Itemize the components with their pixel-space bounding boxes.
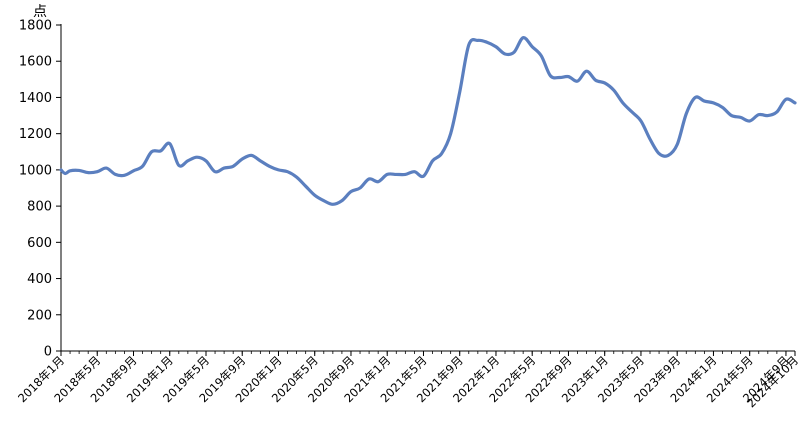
series-line-0 — [59, 36, 797, 206]
y-tick-label: 1600 — [19, 55, 52, 70]
y-unit-label: 点 — [33, 4, 47, 20]
y-tick-label: 0 — [44, 345, 52, 360]
series-group — [59, 36, 797, 206]
y-tick-label: 600 — [27, 236, 52, 251]
y-tick-label: 400 — [27, 272, 52, 287]
y-tick-label: 1000 — [19, 163, 52, 178]
x-axis: 2018年1月2018年5月2018年9月2019年1月2019年5月2019年… — [15, 350, 800, 410]
y-tick-label: 200 — [27, 308, 52, 323]
y-tick-label: 800 — [27, 200, 52, 215]
y-tick-label: 1200 — [19, 127, 52, 142]
y-axis: 0 200 400 600 800 1000 1200 1400 1600 1800 — [19, 19, 62, 360]
y-tick-label: 1800 — [19, 19, 52, 34]
y-tick-label: 1400 — [19, 91, 52, 106]
